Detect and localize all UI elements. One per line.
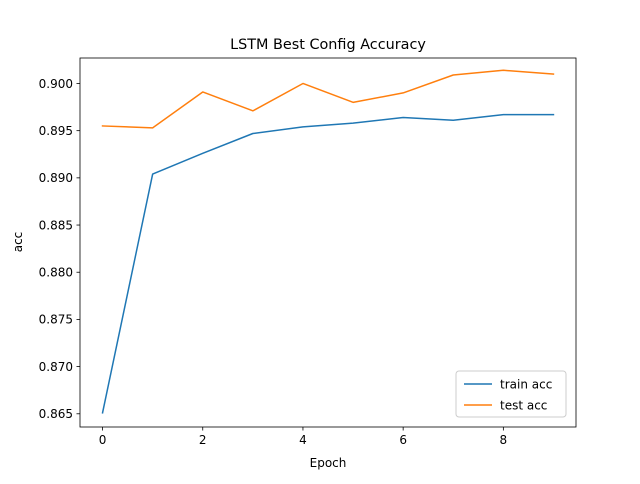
y-axis-label: acc [11, 232, 25, 253]
y-tick-label: 0.885 [39, 218, 73, 232]
plot-area: 0 2 4 6 8 0.865 0.870 0.875 0.880 0.885 0.890 0.895… [39, 57, 577, 447]
series-line-train-acc [101, 113, 555, 414]
y-tick-label: 0.890 [39, 171, 73, 185]
x-tick-label: 4 [299, 433, 307, 447]
x-tick-label: 0 [99, 433, 107, 447]
x-tick-label: 8 [500, 433, 508, 447]
x-tick-label: 2 [199, 433, 207, 447]
y-tick-label: 0.895 [39, 124, 73, 138]
y-tick-label: 0.865 [39, 407, 73, 421]
chart-title: LSTM Best Config Accuracy [230, 37, 426, 53]
legend-label: train acc [500, 377, 552, 391]
axes-frame [79, 57, 577, 428]
x-tick-label: 6 [399, 433, 407, 447]
y-tick-label: 0.880 [39, 266, 73, 280]
legend-label: test acc [500, 398, 547, 412]
series-line-test-acc [101, 69, 555, 129]
x-axis-label: Epoch [310, 456, 347, 470]
y-tick-label: 0.875 [39, 313, 73, 327]
y-tick-label: 0.900 [39, 77, 73, 91]
y-tick-label: 0.870 [39, 360, 73, 374]
